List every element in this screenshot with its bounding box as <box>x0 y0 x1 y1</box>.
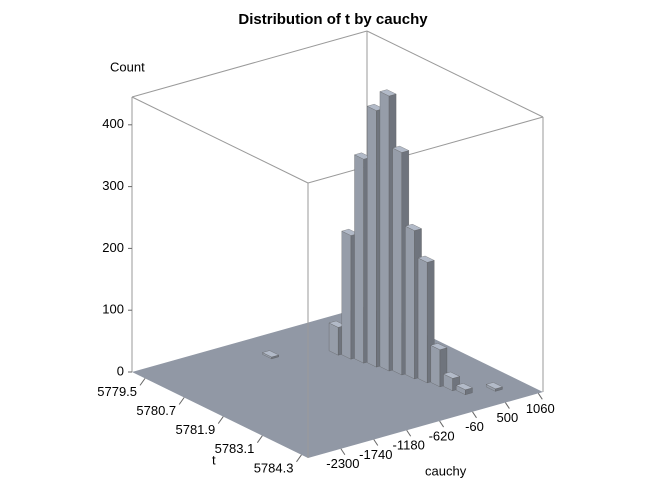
box-edge <box>131 96 309 184</box>
y-tick <box>178 397 185 405</box>
x-tick-label: 1060 <box>526 401 555 416</box>
z-tick-label: 300 <box>102 178 124 193</box>
bar-face <box>341 230 352 360</box>
y-axis-label: t <box>212 452 216 467</box>
bar-face <box>430 345 441 388</box>
floor <box>132 306 543 458</box>
bar-face <box>405 225 415 380</box>
x-tick <box>439 420 445 428</box>
z-tick-label: 100 <box>102 302 124 317</box>
x-tick-label: 500 <box>497 410 519 425</box>
bar-face <box>367 105 377 368</box>
x-tick-label: -60 <box>465 419 484 434</box>
x-tick <box>504 402 510 409</box>
bar <box>262 350 280 360</box>
bar-face <box>455 383 473 390</box>
z-axis-label: Count <box>110 59 145 74</box>
z-tick-label: 0 <box>117 363 124 378</box>
bar-face <box>262 350 280 358</box>
bar <box>485 382 503 392</box>
y-tick <box>139 378 146 386</box>
bar-face <box>392 147 402 376</box>
bar-face <box>354 154 364 364</box>
bar <box>430 343 448 388</box>
box-edge <box>366 30 544 118</box>
bar-face <box>417 255 435 263</box>
x-tick <box>537 393 543 400</box>
x-tick <box>406 430 412 437</box>
bar-face <box>417 257 428 384</box>
x-tick <box>373 439 379 446</box>
bar-face <box>485 382 503 390</box>
x-tick-label: -620 <box>429 428 455 443</box>
bar-face <box>443 371 461 379</box>
y-tick <box>217 416 224 424</box>
x-axis-label: cauchy <box>425 463 467 478</box>
bar-face <box>379 89 397 97</box>
bar-face <box>430 343 448 350</box>
bar-face <box>379 91 390 372</box>
z-tick-label: 400 <box>102 116 124 131</box>
y-tick-label: 5780.7 <box>136 403 176 418</box>
z-tick-label: 200 <box>102 240 124 255</box>
y-tick <box>296 454 302 463</box>
chart-title: Distribution of t by cauchy <box>238 11 428 28</box>
y-tick <box>256 435 263 443</box>
bar-face <box>328 322 339 356</box>
y-tick-label: 5781.9 <box>175 422 215 437</box>
y-tick-label: 5783.1 <box>215 441 255 456</box>
box-edge <box>307 116 544 184</box>
x-tick <box>472 411 477 419</box>
x-tick <box>340 448 346 456</box>
y-tick-label: 5779.5 <box>97 384 137 399</box>
bar-face <box>392 145 410 153</box>
bar-face <box>404 224 422 231</box>
x-tick-label: -1180 <box>393 438 425 453</box>
bar <box>455 383 473 395</box>
box-edge <box>131 30 368 98</box>
y-tick-label: 5784.3 <box>254 460 294 475</box>
x-tick-label: -1740 <box>359 447 392 462</box>
x-tick-label: -2300 <box>326 456 359 471</box>
